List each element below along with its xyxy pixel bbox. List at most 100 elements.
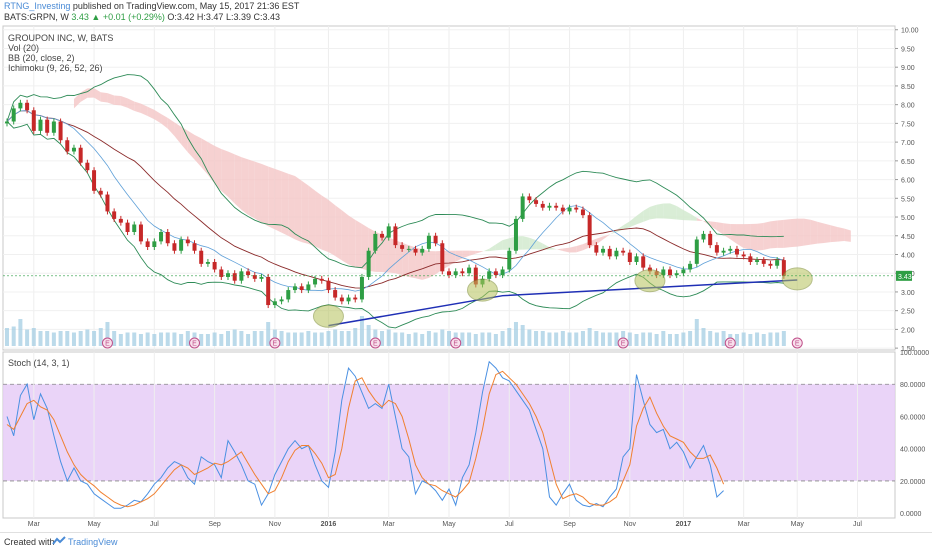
- volume-bar: [353, 328, 358, 346]
- candle-body: [560, 207, 565, 212]
- ohlc-values: O:3.42 H:3.47 L:3.39 C:3.43: [167, 12, 280, 22]
- candle-body: [721, 250, 726, 253]
- volume-bar: [51, 332, 56, 346]
- candle-body: [668, 269, 672, 276]
- last-price-badge: [896, 270, 912, 281]
- price-tick-label: 9.50: [901, 46, 915, 53]
- kumo-segment: [723, 223, 731, 240]
- volume-bar: [219, 334, 224, 346]
- candle-body: [279, 299, 284, 302]
- volume-bar: [413, 332, 418, 346]
- volume-bar: [359, 316, 364, 346]
- volume-bar: [138, 334, 143, 346]
- price-tick-label: 6.50: [901, 159, 915, 166]
- candle-body: [708, 233, 713, 246]
- candle-body: [192, 243, 197, 251]
- volume-bar: [741, 332, 746, 346]
- author-link[interactable]: RTNG_Investing: [4, 1, 71, 11]
- volume-bar: [205, 334, 210, 346]
- candle-body: [386, 226, 391, 238]
- volume-bar: [78, 331, 83, 346]
- earnings-icon: [617, 337, 629, 349]
- kumo-segment: [716, 222, 724, 235]
- kumo-segment: [556, 248, 563, 252]
- stoch-d-line: [6, 370, 725, 508]
- volume-bar: [306, 331, 311, 346]
- volume-bar: [714, 332, 719, 346]
- volume-bar: [440, 329, 445, 346]
- stoch-tick-label: 100.0000: [900, 350, 929, 357]
- kumo-segment: [348, 215, 356, 268]
- volume-bar: [25, 329, 30, 346]
- volume-bar: [781, 331, 786, 346]
- x-tick-label: Mar: [738, 521, 751, 528]
- kumo-segment: [643, 206, 650, 222]
- volume-bar: [71, 332, 76, 346]
- legend-name: GROUPON INC, W, BATS: [8, 33, 114, 43]
- kumo-segment: [174, 122, 182, 145]
- candle-body: [594, 245, 599, 253]
- kumo-segment: [536, 240, 543, 250]
- candle-body: [266, 276, 271, 306]
- volume-bar: [768, 332, 773, 346]
- candle-body: [226, 273, 230, 277]
- candle-body: [627, 252, 632, 262]
- candle-body: [18, 102, 23, 109]
- volume-bar: [286, 332, 291, 346]
- volume-bar: [708, 331, 713, 346]
- volume-bar: [85, 329, 90, 346]
- support-highlight: [781, 267, 813, 291]
- kumo-segment: [777, 219, 784, 248]
- volume-bar: [654, 334, 659, 346]
- candle-body: [580, 209, 585, 216]
- volume-bar: [567, 332, 572, 346]
- candle-body: [621, 250, 626, 253]
- kumo-segment: [207, 142, 215, 184]
- volume-bar: [299, 332, 304, 346]
- candle-body: [313, 278, 318, 285]
- volume-bar: [18, 319, 23, 346]
- legend-vol: Vol (20): [8, 43, 40, 53]
- x-tick-label: Jul: [853, 521, 862, 528]
- candle-body: [92, 170, 97, 191]
- candle-body: [781, 260, 786, 276]
- tradingview-brand[interactable]: TradingView: [68, 537, 118, 547]
- price-change: +0.01 (+0.29%): [102, 12, 165, 22]
- candle-body: [259, 276, 264, 279]
- volume-bar: [580, 331, 585, 346]
- volume-bar: [65, 331, 70, 346]
- volume-bar: [252, 331, 257, 346]
- kumo-segment: [107, 93, 115, 105]
- kumo-segment: [676, 206, 684, 221]
- kumo-segment: [147, 106, 155, 120]
- candle-body: [78, 147, 83, 163]
- candle-body: [614, 250, 619, 257]
- price-tick-label: 9.00: [901, 65, 915, 72]
- kumo-segment: [703, 220, 711, 226]
- volume-bar: [540, 331, 545, 346]
- earnings-label: E: [453, 341, 458, 348]
- volume-bar: [333, 329, 338, 346]
- kumo-segment: [415, 247, 423, 280]
- publish-line: RTNG_Investing published on TradingView.…: [4, 1, 299, 11]
- volume-bar: [694, 319, 699, 346]
- legend-ichimoku: Ichimoku (9, 26, 52, 26): [8, 63, 103, 73]
- kumo-segment: [395, 240, 403, 276]
- candle-body: [453, 271, 458, 276]
- candle-body: [333, 290, 338, 298]
- price-chart[interactable]: E E E E E E E E 10.00 9.50 9.00 8.50 8.00 7.50 7.00 6.…: [0, 0, 932, 532]
- volume-bar: [400, 332, 405, 346]
- kumo-segment: [623, 221, 630, 230]
- candle-body: [728, 248, 733, 251]
- volume-bar: [212, 332, 217, 346]
- tradingview-logo-icon: [52, 536, 66, 545]
- kumo-segment: [609, 230, 617, 235]
- kumo-segment: [710, 221, 717, 231]
- volume-bar: [480, 332, 485, 346]
- kumo-segment: [248, 159, 255, 219]
- kumo-segment: [167, 117, 175, 136]
- candle-body: [366, 250, 371, 277]
- kumo-segment: [234, 154, 242, 210]
- candle-body: [339, 297, 344, 302]
- kumo-segment: [837, 226, 845, 242]
